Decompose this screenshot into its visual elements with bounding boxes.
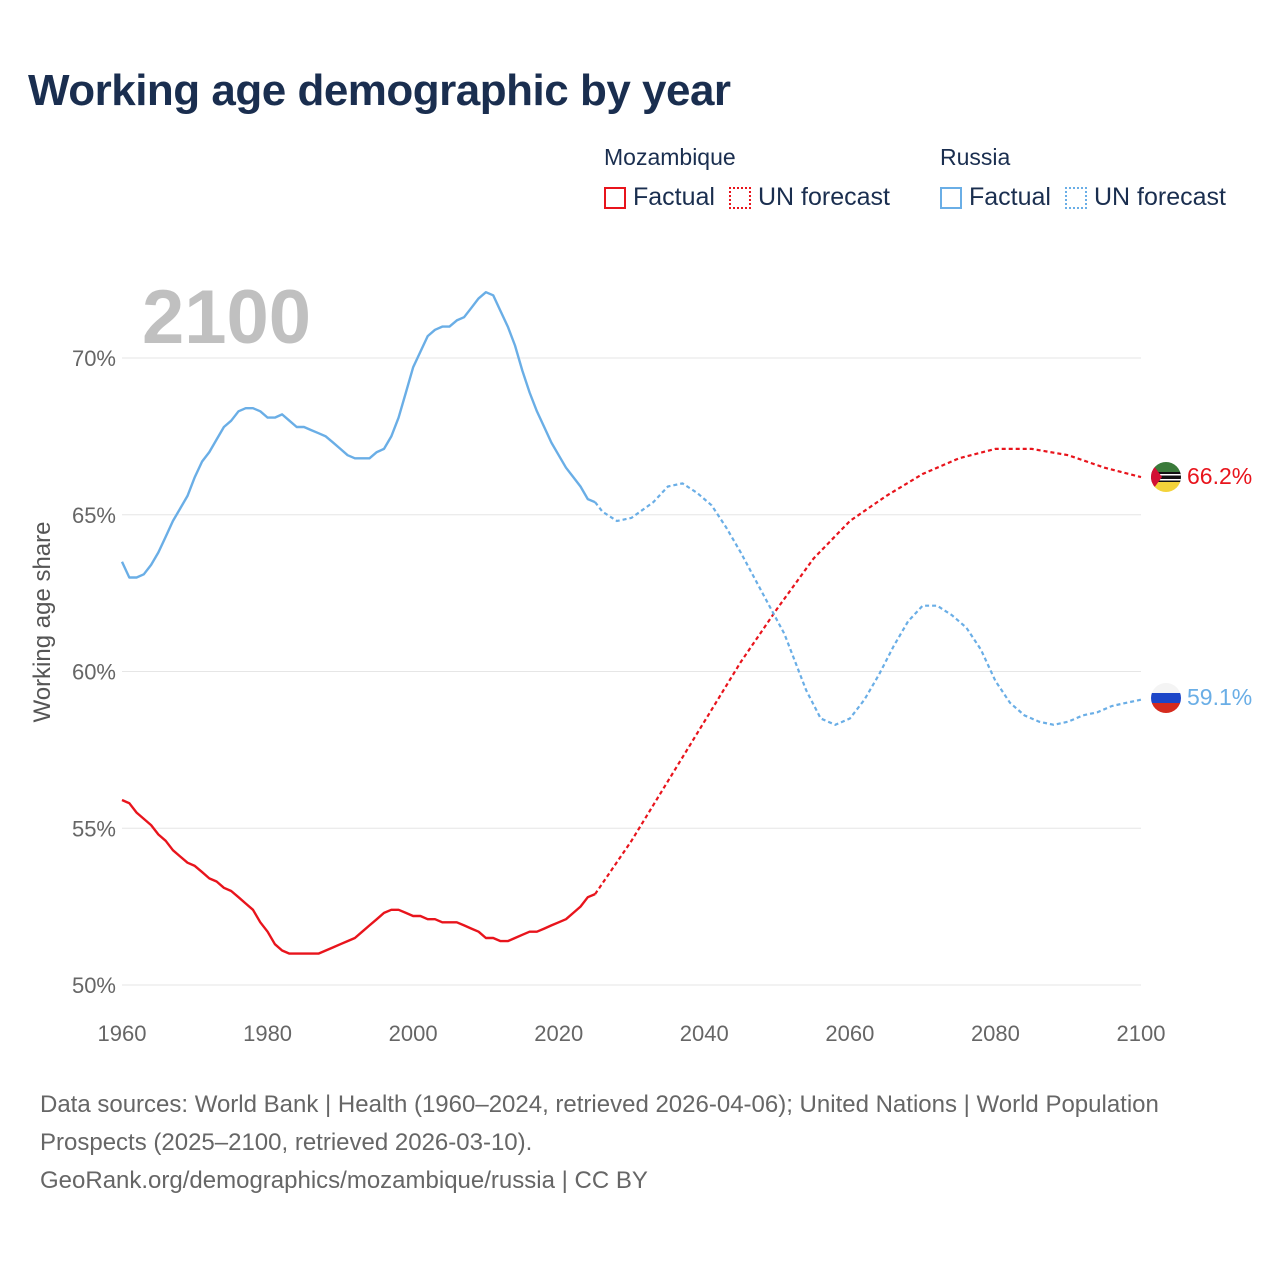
mozambique-forecast-line — [594, 447, 1142, 895]
legend-group-name: Mozambique — [604, 144, 736, 170]
russia-flag-icon — [1151, 683, 1181, 713]
legend-swatch-solid — [604, 186, 626, 209]
mozambique-factual-line — [121, 798, 596, 955]
x-tick-label: 2000 — [389, 1021, 438, 1046]
russia-factual-line — [120, 291, 596, 579]
x-tick-label: 2100 — [1117, 1021, 1166, 1046]
legend-group-russia: Russia Factual UN forecast — [940, 144, 1240, 212]
x-tick-label: 1960 — [98, 1021, 147, 1046]
legend-group-name: Russia — [940, 144, 1011, 170]
legend-label: Factual — [969, 183, 1051, 211]
legend-item-russia-factual[interactable]: Factual — [940, 183, 1051, 212]
mozambique-flag-icon — [1151, 462, 1181, 492]
legend-label: UN forecast — [1093, 183, 1226, 211]
x-tick-label: 1980 — [243, 1021, 292, 1046]
sources-text: Data sources: World Bank | Health (1960–… — [40, 1091, 1159, 1156]
y-tick-label: 55% — [72, 816, 116, 841]
legend-item-mozambique-forecast[interactable]: UN forecast — [728, 183, 890, 212]
y-tick-label: 50% — [72, 973, 116, 998]
x-tick-label: 2020 — [534, 1021, 583, 1046]
data-sources: Data sources: World Bank | Health (1960–… — [40, 1086, 1240, 1200]
x-tick-label: 2060 — [825, 1021, 874, 1046]
mozambique-end-label: 66.2% — [1187, 463, 1252, 489]
legend-swatch-dotted — [1064, 186, 1087, 209]
line-chart: 50% 55% 60% 65% 70% 1960 1980 2000 2020 2040 2060 2… — [29, 275, 1252, 1046]
year-watermark: 2100 — [142, 275, 311, 360]
chart-title: Working age demographic by year — [28, 66, 731, 115]
y-tick-label: 65% — [72, 503, 116, 528]
x-tick-label: 2080 — [971, 1021, 1020, 1046]
attribution-link[interactable]: GeoRank.org/demographics/mozambique/russ… — [40, 1167, 648, 1194]
y-tick-label: 70% — [72, 346, 116, 371]
legend-item-russia-forecast[interactable]: UN forecast — [1064, 183, 1226, 212]
legend-item-mozambique-factual[interactable]: Factual — [604, 183, 715, 212]
legend-label: Factual — [633, 183, 715, 211]
legend-label: UN forecast — [757, 183, 890, 211]
x-tick-label: 2040 — [680, 1021, 729, 1046]
russia-end-label: 59.1% — [1187, 684, 1252, 710]
legend-swatch-solid — [940, 186, 962, 209]
legend-group-mozambique: Mozambique Factual UN forecast — [604, 144, 904, 212]
y-axis-label: Working age share — [29, 522, 56, 723]
y-tick-label: 60% — [72, 660, 116, 685]
legend-swatch-dotted — [728, 186, 751, 209]
russia-forecast-line — [594, 482, 1142, 726]
